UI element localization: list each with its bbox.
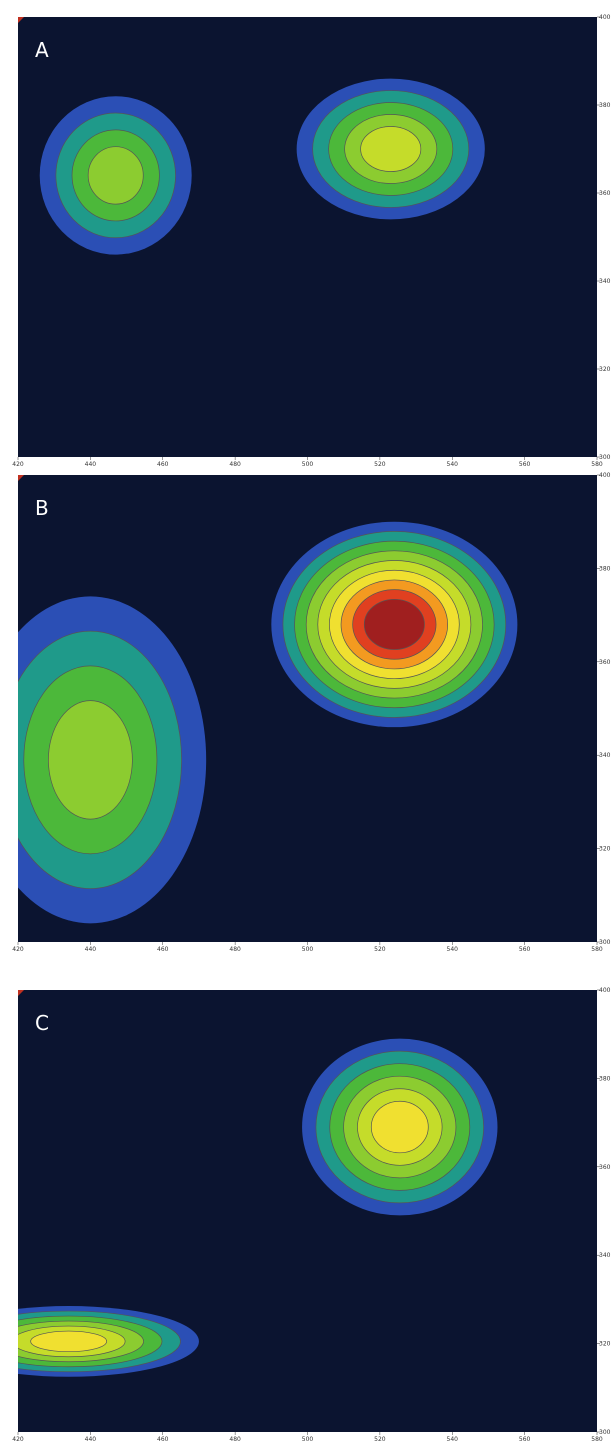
x-tick-label: 540 <box>447 946 459 953</box>
x-tick-label: 580 <box>591 1436 603 1443</box>
plot-contents <box>39 78 485 255</box>
y-tick-label: 380 <box>599 565 611 572</box>
y-tick-label: 380 <box>599 102 611 109</box>
x-tick-label: 460 <box>157 461 169 468</box>
x-tick-label: 520 <box>374 461 386 468</box>
contour-level <box>370 1100 429 1154</box>
x-tick-label: 420 <box>12 461 24 468</box>
x-tick-label: 480 <box>229 1436 241 1443</box>
corner-marker <box>18 475 24 481</box>
contour-level <box>30 1330 108 1353</box>
y-tick-label: 360 <box>599 1164 611 1171</box>
panel-label: A <box>35 38 49 62</box>
x-tick-label: 480 <box>229 461 241 468</box>
panel-label: B <box>35 496 49 520</box>
x-tick-label: 440 <box>85 461 97 468</box>
panel-label: C <box>35 1011 49 1035</box>
x-tick-label: 440 <box>85 1436 97 1443</box>
contour-level <box>363 598 425 650</box>
x-tick-label: 520 <box>374 1436 386 1443</box>
y-tick-label: 400 <box>599 987 611 994</box>
y-tick-label: 340 <box>599 752 611 759</box>
contour-level <box>48 700 133 820</box>
y-tick-label: 320 <box>599 366 611 373</box>
y-tick-label: 300 <box>599 1429 611 1436</box>
y-tick-label: 320 <box>599 1341 611 1348</box>
corner-marker <box>18 990 24 996</box>
x-tick-label: 440 <box>85 946 97 953</box>
x-tick-label: 560 <box>519 1436 531 1443</box>
y-tick-label: 320 <box>599 846 611 853</box>
x-tick-label: 420 <box>12 946 24 953</box>
plot-contents <box>18 521 518 924</box>
y-tick-label: 360 <box>599 190 611 197</box>
x-tick-label: 520 <box>374 946 386 953</box>
y-tick-label: 400 <box>599 472 611 479</box>
y-tick-label: 300 <box>599 454 611 461</box>
y-tick-label: 400 <box>599 14 611 21</box>
y-tick-label: 340 <box>599 278 611 285</box>
x-tick-label: 540 <box>447 461 459 468</box>
x-tick-label: 460 <box>157 1436 169 1443</box>
x-tick-label: 480 <box>229 946 241 953</box>
x-tick-label: 580 <box>591 946 603 953</box>
contour-level <box>87 146 144 205</box>
y-tick-label: 340 <box>599 1252 611 1259</box>
x-tick-label: 420 <box>12 1436 24 1443</box>
y-tick-label: 360 <box>599 659 611 666</box>
contour-level <box>360 126 422 172</box>
x-tick-label: 500 <box>302 1436 314 1443</box>
y-tick-label: 300 <box>599 939 611 946</box>
y-tick-label: 380 <box>599 1075 611 1082</box>
x-tick-label: 560 <box>519 461 531 468</box>
plot-contents <box>18 1038 498 1377</box>
x-tick-label: 500 <box>302 946 314 953</box>
corner-marker <box>18 17 24 23</box>
x-tick-label: 580 <box>591 461 603 468</box>
x-tick-label: 460 <box>157 946 169 953</box>
x-tick-label: 560 <box>519 946 531 953</box>
x-tick-label: 540 <box>447 1436 459 1443</box>
x-tick-label: 500 <box>302 461 314 468</box>
